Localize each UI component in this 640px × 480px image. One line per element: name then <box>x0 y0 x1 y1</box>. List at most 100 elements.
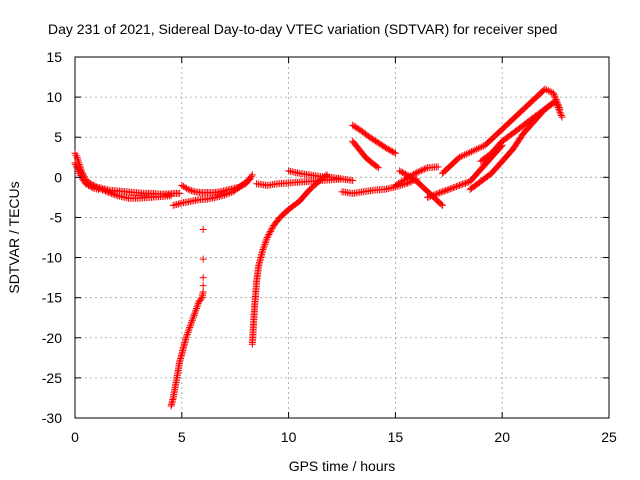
data-point-marker <box>397 168 405 176</box>
data-point-marker <box>97 185 105 193</box>
data-point-marker <box>448 184 456 192</box>
y-axis-title: SDTVAR / TECUs <box>6 181 22 293</box>
data-point-marker <box>237 182 245 190</box>
data-point-marker <box>109 190 117 198</box>
data-point-marker <box>383 144 391 152</box>
y-tick-label: -20 <box>42 330 62 346</box>
x-tick-label: 10 <box>281 429 297 445</box>
data-point-marker <box>414 168 422 176</box>
data-point-marker <box>445 185 453 193</box>
data-point-marker <box>462 150 470 158</box>
data-point-marker <box>437 200 445 208</box>
data-point-marker <box>556 108 564 116</box>
data-point-marker <box>399 177 407 185</box>
data-point-marker <box>425 193 433 201</box>
data-point-marker <box>72 160 80 168</box>
data-point-marker <box>184 185 192 193</box>
data-point-marker <box>403 171 411 179</box>
x-tick-label: 25 <box>601 429 617 445</box>
data-point-marker <box>391 149 399 157</box>
data-point-marker <box>187 320 195 328</box>
data-point-marker <box>199 282 207 290</box>
data-point-marker <box>112 191 120 199</box>
data-point-marker <box>266 229 274 237</box>
data-point-marker <box>442 187 450 195</box>
data-point-marker <box>558 113 566 121</box>
y-tick-label: 10 <box>46 89 62 105</box>
data-point-marker <box>416 167 424 175</box>
data-point-marker <box>106 189 114 197</box>
data-point-marker <box>186 323 194 331</box>
data-point-marker <box>446 185 454 193</box>
data-point-marker <box>541 85 549 93</box>
data-point-marker <box>260 242 268 250</box>
data-point-marker <box>261 239 269 247</box>
data-point-marker <box>262 237 270 245</box>
data-point-marker <box>92 183 100 191</box>
data-point-marker <box>199 255 207 263</box>
y-tick-label: 0 <box>54 169 62 185</box>
data-point-marker <box>459 180 467 188</box>
data-point-marker <box>265 230 273 238</box>
data-point-marker <box>103 188 111 196</box>
data-point-marker <box>86 182 94 190</box>
data-point-marker <box>176 189 184 197</box>
data-point-marker <box>374 164 382 172</box>
data-point-marker <box>452 183 460 191</box>
data-point-marker <box>191 310 199 318</box>
data-point-marker <box>430 191 438 199</box>
data-point-marker <box>423 193 431 201</box>
data-point-marker <box>557 112 565 120</box>
data-point-marker <box>469 147 477 155</box>
data-point-marker <box>85 181 93 189</box>
data-points <box>71 85 566 410</box>
data-point-marker <box>105 188 113 196</box>
y-tick-label: 15 <box>46 49 62 65</box>
data-point-marker <box>268 224 276 232</box>
data-point-marker <box>94 184 102 192</box>
data-point-marker <box>411 169 419 177</box>
data-point-marker <box>420 165 428 173</box>
data-point-marker <box>438 201 446 209</box>
data-point-marker <box>433 190 441 198</box>
data-point-marker <box>549 89 557 97</box>
data-point-marker <box>247 172 255 180</box>
data-point-marker <box>457 152 465 160</box>
plot-frame <box>74 56 610 419</box>
data-point-marker <box>400 169 408 177</box>
data-point-marker <box>386 146 394 154</box>
data-point-marker <box>460 180 468 188</box>
data-point-marker <box>193 303 201 311</box>
y-tick-label: -10 <box>42 250 62 266</box>
data-point-marker <box>183 330 191 338</box>
data-point-marker <box>187 187 195 195</box>
data-point-marker <box>461 151 469 159</box>
data-point-marker <box>440 187 448 195</box>
data-point-marker <box>266 227 274 235</box>
data-point-marker <box>426 192 434 200</box>
y-tick-label: -5 <box>50 209 63 225</box>
data-point-marker <box>436 189 444 197</box>
data-point-marker <box>182 334 190 342</box>
data-point-marker <box>183 332 191 340</box>
x-axis-title: GPS time / hours <box>289 458 396 474</box>
data-point-marker <box>417 166 425 174</box>
data-point-marker <box>419 166 427 174</box>
grid-lines <box>75 57 609 418</box>
data-point-marker <box>544 87 552 95</box>
data-point-marker <box>71 159 79 167</box>
data-point-marker <box>550 91 558 99</box>
x-tick-label: 15 <box>388 429 404 445</box>
data-point-marker <box>431 191 439 199</box>
data-point-marker <box>267 226 275 234</box>
data-point-marker <box>248 171 256 179</box>
data-point-marker <box>189 315 197 323</box>
data-point-marker <box>186 322 194 330</box>
data-point-marker <box>554 102 562 110</box>
data-point-marker <box>474 144 482 152</box>
data-point-marker <box>185 327 193 335</box>
data-point-marker <box>186 186 194 194</box>
data-point-marker <box>199 274 207 282</box>
y-tick-label: -30 <box>42 410 62 426</box>
data-point-marker <box>459 152 467 160</box>
